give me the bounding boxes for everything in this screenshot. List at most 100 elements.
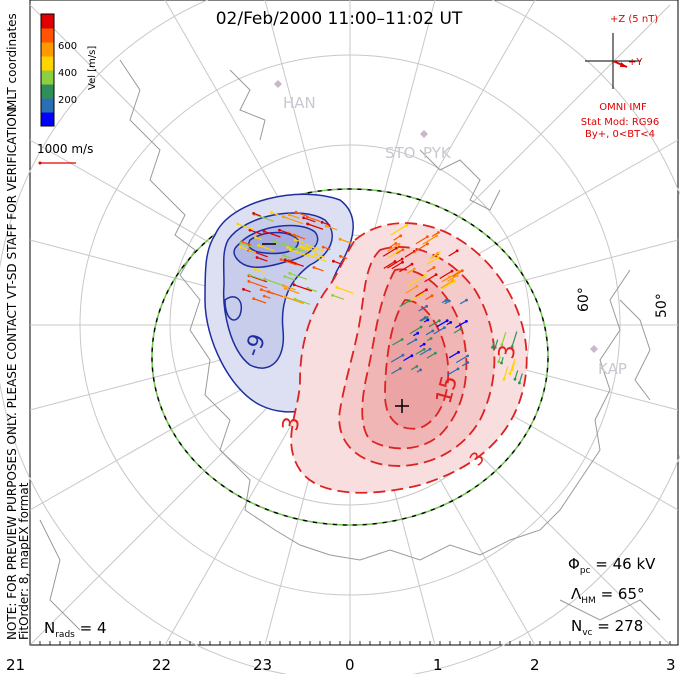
velocity-vector <box>254 213 274 222</box>
velocity-vector-origin <box>415 365 419 368</box>
station-han-label: HAN <box>283 94 316 112</box>
velocity-vector-origin <box>292 233 296 237</box>
hm-boundary-model-vectors <box>151 188 549 526</box>
velocity-vector <box>315 253 325 259</box>
velocity-vector-origin <box>435 234 439 238</box>
velocity-vector-origin <box>422 347 426 351</box>
velocity-vector-origin <box>510 345 514 348</box>
velocity-vector <box>511 331 518 347</box>
velocity-vector-origin <box>248 228 252 232</box>
imf-y-label: +Y <box>628 57 643 68</box>
velocity-vector <box>436 320 448 328</box>
velocity-vector-origin <box>293 238 297 242</box>
velocity-vector <box>455 355 468 364</box>
velocity-vector-origin <box>408 299 411 303</box>
velocity-vector <box>448 351 459 359</box>
velocity-vector-origin <box>455 249 459 253</box>
velocity-vector-origin <box>414 338 418 341</box>
velocity-vector-origin <box>291 246 295 250</box>
velocity-vector <box>383 260 396 269</box>
velocity-vector-origin <box>434 351 437 355</box>
velocity-vector <box>290 249 309 257</box>
velocity-vector-origin <box>299 244 303 248</box>
lat-label-50: 50° <box>654 293 670 318</box>
velocity-vector-origin <box>429 337 433 340</box>
velocity-vector-origin <box>419 325 423 329</box>
velocity-vector-origin <box>321 245 325 249</box>
velocity-vector-origin <box>500 361 503 365</box>
velocity-vector <box>406 339 417 346</box>
velocity-vector <box>241 241 252 246</box>
velocity-vector-origin <box>432 266 436 269</box>
velocity-vector <box>441 280 455 290</box>
velocity-vector <box>248 275 268 283</box>
velocity-vector-origin <box>302 216 305 220</box>
velocity-vector <box>295 211 307 217</box>
velocity-vector-origin <box>412 267 416 271</box>
velocity-vector-origin <box>257 244 261 247</box>
velocity-vector <box>399 300 410 308</box>
velocity-vector <box>289 272 307 280</box>
velocity-vector <box>391 367 401 375</box>
velocity-vector <box>419 348 431 356</box>
stat-nvc: Nvc = 278 <box>571 617 643 638</box>
velocity-vector-origin <box>252 297 256 301</box>
velocity-vector <box>307 254 327 262</box>
velocity-vector <box>248 280 268 289</box>
velocity-vector-origin <box>339 254 342 258</box>
velocity-vector <box>306 244 324 252</box>
station-sto-label: STO <box>385 144 416 162</box>
velocity-vector-origin <box>431 329 435 333</box>
velocity-vector-origin <box>267 290 270 294</box>
imf-model: Stat Mod: RG96 <box>581 117 660 128</box>
velocity-vector <box>426 352 436 359</box>
velocity-vector <box>399 263 413 273</box>
velocity-vector-origin <box>405 223 409 227</box>
velocity-vector <box>332 294 345 300</box>
colorbar-label: Vel [m/s] <box>87 46 98 90</box>
colorbar-band <box>41 56 54 71</box>
imf-condition: By+, 0<BT<4 <box>585 129 655 140</box>
colorbar-tick-600: 600 <box>58 41 77 52</box>
velocity-vector-origin <box>305 215 309 219</box>
velocity-vector-origin <box>282 215 285 219</box>
velocity-vector-origin <box>288 248 292 252</box>
station-markers <box>274 80 598 353</box>
imf-clock: +Z (5 nT) +Y OMNI IMF Stat Mod: RG96 By+… <box>581 14 660 140</box>
velocity-vector <box>294 239 304 244</box>
velocity-vector-origin <box>449 321 453 324</box>
mlt-label-23: 23 <box>253 656 272 674</box>
velocity-vector-origin <box>394 246 398 250</box>
velocity-vector <box>285 287 300 295</box>
velocity-vector-origin <box>459 327 463 331</box>
velocity-vector <box>415 236 428 245</box>
velocity-vector-origin <box>401 260 404 264</box>
velocity-vector <box>264 278 283 286</box>
velocity-vector-origin <box>281 242 285 246</box>
velocity-vector <box>284 275 296 281</box>
velocity-vector-origin <box>455 274 459 277</box>
velocity-vector-origin <box>287 213 291 217</box>
velocity-vector-origin <box>254 236 257 239</box>
velocity-vector-origin <box>400 257 404 261</box>
velocity-colorbar: 600 400 200 Vel [m/s] <box>40 13 98 127</box>
velocity-vector <box>268 291 284 298</box>
velocity-vector <box>293 284 313 292</box>
velocity-vector-origin <box>460 269 464 273</box>
velocity-vector-origin <box>262 229 266 233</box>
station-kap-marker <box>590 345 598 353</box>
velocity-vector-origin <box>426 235 429 239</box>
velocity-vector-origin <box>518 381 521 385</box>
velocity-vector-origin <box>284 295 287 299</box>
velocity-vector <box>336 286 354 294</box>
velocity-vector <box>393 235 402 241</box>
velocity-vector <box>307 287 318 293</box>
imf-source: OMNI IMF <box>599 102 647 113</box>
velocity-vector-origin <box>324 224 328 228</box>
velocity-vector <box>441 276 450 283</box>
velocity-vector-origin <box>513 377 517 381</box>
velocity-vector-origin <box>259 288 263 291</box>
velocity-vector <box>415 289 427 298</box>
velocity-vector-origin <box>306 222 309 226</box>
